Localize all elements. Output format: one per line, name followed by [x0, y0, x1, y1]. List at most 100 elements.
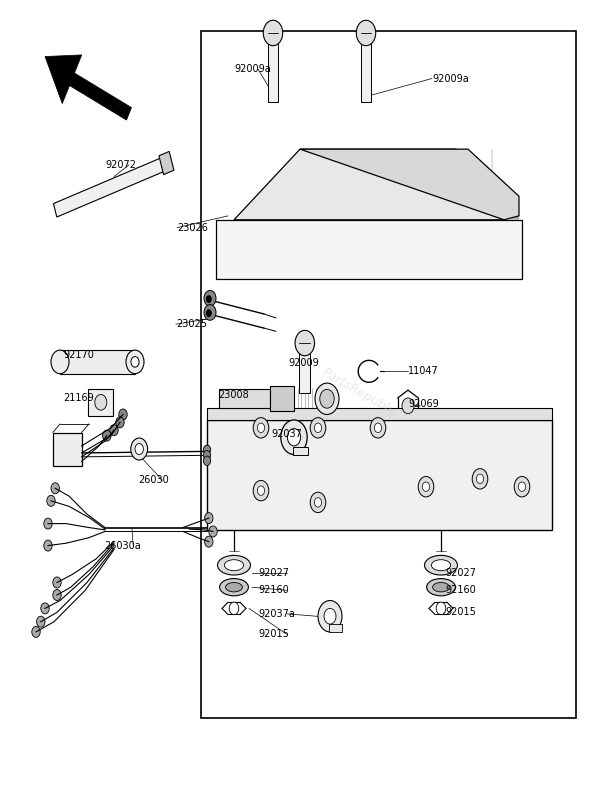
Circle shape [53, 577, 61, 588]
Text: 92170: 92170 [63, 350, 94, 360]
Text: 26030a: 26030a [104, 541, 140, 550]
Circle shape [116, 417, 124, 428]
Ellipse shape [433, 582, 449, 592]
Text: 92009a: 92009a [234, 64, 271, 74]
Text: 23025: 23025 [176, 319, 207, 329]
Text: 23008: 23008 [218, 390, 248, 400]
Circle shape [51, 350, 69, 374]
Text: 92027: 92027 [258, 568, 289, 578]
Circle shape [131, 438, 148, 460]
Text: 92015: 92015 [258, 630, 289, 639]
Circle shape [287, 429, 301, 446]
Circle shape [257, 486, 265, 495]
Circle shape [229, 602, 239, 615]
Circle shape [514, 476, 530, 497]
Circle shape [205, 513, 213, 524]
Circle shape [263, 20, 283, 46]
Circle shape [370, 418, 386, 438]
Circle shape [281, 420, 307, 455]
Circle shape [206, 309, 212, 317]
Circle shape [320, 389, 334, 408]
Text: 92009: 92009 [288, 359, 319, 368]
Text: 92160: 92160 [445, 586, 476, 595]
Text: 92027: 92027 [445, 568, 476, 578]
Circle shape [203, 451, 211, 460]
Circle shape [103, 430, 111, 441]
Circle shape [310, 492, 326, 513]
Bar [361, 33, 371, 102]
Circle shape [253, 418, 269, 438]
Circle shape [402, 398, 414, 414]
Circle shape [44, 518, 52, 529]
Circle shape [110, 425, 118, 436]
Bar [299, 343, 310, 392]
Circle shape [95, 394, 107, 411]
Ellipse shape [427, 579, 455, 596]
Circle shape [315, 383, 339, 414]
Ellipse shape [224, 560, 244, 571]
Bar [268, 33, 278, 102]
Circle shape [41, 603, 49, 614]
Ellipse shape [431, 560, 451, 571]
Polygon shape [159, 152, 174, 174]
Text: 92069: 92069 [408, 400, 439, 409]
Circle shape [476, 474, 484, 484]
Text: 92072: 92072 [105, 160, 136, 170]
Circle shape [126, 350, 144, 374]
Polygon shape [234, 149, 504, 220]
Circle shape [310, 418, 326, 438]
Bar [53, 433, 82, 466]
Polygon shape [53, 155, 171, 217]
Circle shape [422, 482, 430, 491]
Circle shape [472, 469, 488, 489]
Text: 23026: 23026 [177, 223, 208, 232]
Circle shape [314, 423, 322, 433]
Circle shape [204, 290, 216, 306]
Text: 92160: 92160 [258, 586, 289, 595]
Circle shape [356, 20, 376, 46]
Text: 92037: 92037 [271, 429, 302, 439]
Circle shape [418, 476, 434, 497]
Polygon shape [70, 73, 131, 120]
Polygon shape [45, 55, 82, 104]
Ellipse shape [226, 582, 242, 592]
Bar [60, 350, 135, 374]
Circle shape [135, 444, 143, 455]
Bar [201, 31, 576, 718]
Text: 92009a: 92009a [432, 74, 469, 83]
Text: 26030: 26030 [138, 476, 169, 485]
Circle shape [205, 536, 213, 547]
Circle shape [324, 608, 336, 624]
Circle shape [53, 590, 61, 601]
Bar [293, 447, 308, 455]
Circle shape [203, 456, 211, 466]
Text: 92015: 92015 [445, 608, 476, 617]
Bar [270, 386, 294, 411]
Polygon shape [216, 220, 522, 279]
Circle shape [119, 409, 127, 420]
Circle shape [51, 483, 59, 494]
Circle shape [206, 295, 212, 303]
Circle shape [253, 480, 269, 501]
Text: 92037a: 92037a [258, 609, 295, 619]
Ellipse shape [218, 556, 251, 575]
Circle shape [44, 540, 52, 551]
Circle shape [436, 602, 446, 615]
Circle shape [32, 626, 40, 637]
Text: PartsRepublic: PartsRepublic [320, 366, 400, 419]
Circle shape [47, 495, 55, 506]
Ellipse shape [220, 579, 248, 596]
Circle shape [257, 423, 265, 433]
Circle shape [131, 356, 139, 367]
Bar [329, 624, 342, 632]
Ellipse shape [425, 556, 458, 575]
Circle shape [204, 305, 216, 320]
Bar [207, 420, 552, 530]
Text: 11047: 11047 [408, 367, 439, 376]
Circle shape [203, 445, 211, 455]
Text: 21169: 21169 [63, 393, 94, 403]
Bar [207, 408, 552, 420]
Circle shape [37, 616, 45, 627]
Circle shape [374, 423, 382, 433]
Bar [88, 389, 113, 416]
